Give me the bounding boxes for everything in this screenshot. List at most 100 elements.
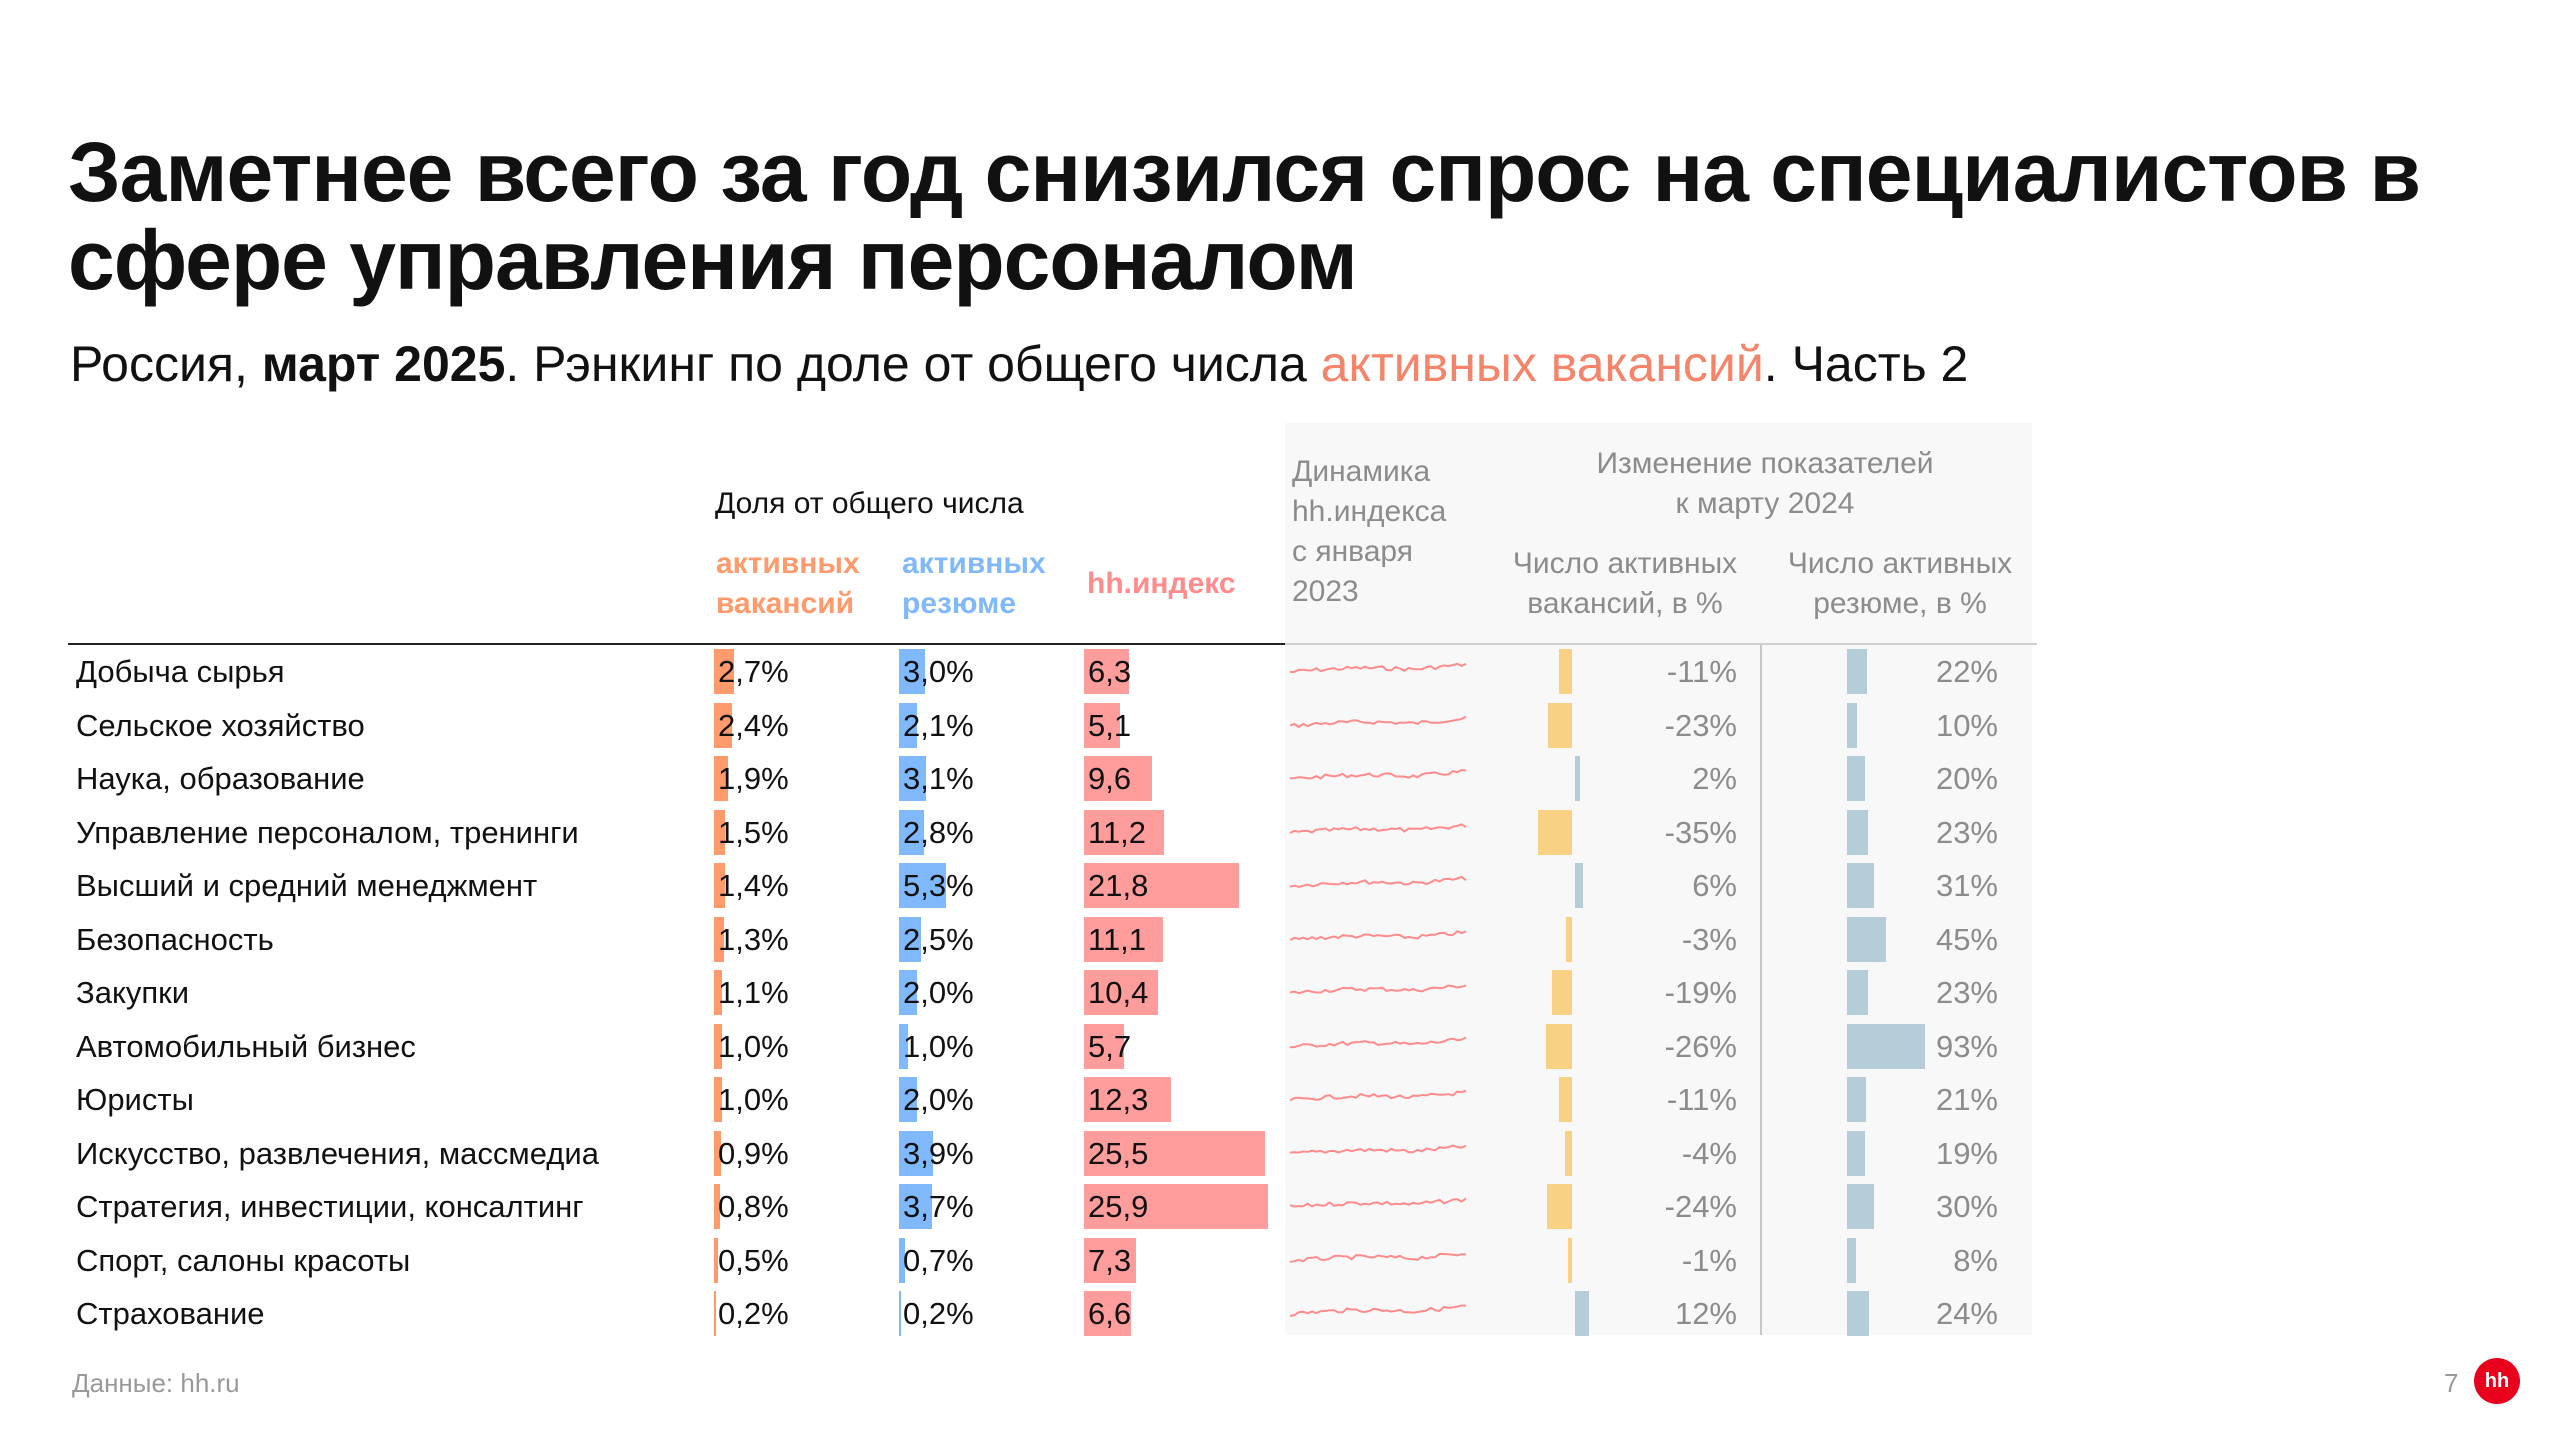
table-row: Спорт, салоны красоты 0,5% 0,7% 7,3 -1% … bbox=[0, 1234, 2040, 1288]
hh-index-value: 11,1 bbox=[1088, 921, 1147, 957]
hh-index-value: 25,5 bbox=[1088, 1135, 1149, 1171]
subtitle-date: март 2025 bbox=[261, 336, 506, 392]
page-number: 7 bbox=[2444, 1368, 2459, 1398]
resume-change-bar bbox=[1847, 809, 1868, 855]
resume-change-bar bbox=[1847, 1291, 1869, 1336]
vacancy-share-value: 1,9% bbox=[718, 761, 789, 796]
resume-share-bar bbox=[899, 756, 927, 801]
vacancy-change-value: -26% bbox=[1664, 1028, 1737, 1064]
vacancy-share-value: 2,4% bbox=[718, 707, 789, 743]
vacancy-share-bar bbox=[714, 1184, 720, 1229]
vacancy-change-value: -23% bbox=[1664, 707, 1737, 743]
vacancy-share-bar bbox=[714, 1077, 722, 1122]
table-row: Искусство, развлечения, массмедиа 0,9% 3… bbox=[0, 1127, 2040, 1181]
resume-change-value: 19% bbox=[1935, 1135, 1998, 1171]
hh-index-value: 10,4 bbox=[1088, 975, 1149, 1010]
hh-index-bar bbox=[1084, 1077, 1172, 1122]
vacancy-change-bar bbox=[1548, 702, 1572, 748]
industry-label: Наука, образование bbox=[76, 761, 365, 796]
industry-label: Сельское хозяйство bbox=[76, 707, 365, 743]
vacancy-change-value: -4% bbox=[1681, 1135, 1737, 1171]
resume-share-value: 0,2% bbox=[903, 1296, 974, 1331]
header-line: Изменение показателей bbox=[1596, 447, 1934, 480]
industry-label: Искусство, развлечения, массмедиа bbox=[76, 1135, 599, 1171]
resume-share-bar bbox=[899, 970, 917, 1015]
resume-share-bar bbox=[899, 1023, 908, 1069]
resume-change-value: 30% bbox=[1935, 1189, 1998, 1224]
industry-label: Высший и средний менеджмент bbox=[76, 868, 538, 903]
vacancy-change-bar bbox=[1551, 970, 1572, 1015]
resume-change-value: 24% bbox=[1935, 1296, 1998, 1331]
vacancy-share-value: 1,5% bbox=[718, 814, 789, 850]
resume-change-bar bbox=[1847, 1237, 1856, 1283]
vacancy-change-bar bbox=[1575, 1291, 1589, 1336]
industry-label: Добыча сырья bbox=[76, 654, 285, 689]
resume-share-bar bbox=[899, 1184, 932, 1229]
resumes-header: активных резюме bbox=[902, 544, 1046, 624]
hh-index-sparkline bbox=[1290, 1036, 1467, 1048]
vacancy-change-value: -11% bbox=[1666, 654, 1737, 689]
resume-share-bar bbox=[899, 1077, 917, 1122]
resume-change-value: 21% bbox=[1935, 1082, 1998, 1117]
vacancy-share-value: 0,9% bbox=[718, 1135, 789, 1171]
vacancy-change-bar bbox=[1547, 1184, 1572, 1229]
header-line: резюме bbox=[902, 587, 1017, 620]
vacancy-change-bar bbox=[1545, 1023, 1572, 1069]
industry-label: Безопасность bbox=[76, 921, 274, 957]
header-line: резюме, в % bbox=[1813, 587, 1987, 620]
hh-index-bar bbox=[1084, 702, 1121, 748]
vacancy-share-bar bbox=[714, 702, 732, 748]
hh-index-bar bbox=[1084, 1023, 1125, 1069]
hh-index-value: 11,2 bbox=[1088, 814, 1147, 850]
hh-index-value: 6,6 bbox=[1088, 1296, 1132, 1331]
vacancy-change-value: 12% bbox=[1674, 1296, 1737, 1331]
vacancy-change-value: -19% bbox=[1664, 975, 1737, 1010]
resume-share-value: 2,1% bbox=[903, 707, 974, 743]
hh-index-sparkline bbox=[1290, 768, 1467, 780]
resume-change-value: 93% bbox=[1935, 1028, 1998, 1064]
vacancy-change-value: 2% bbox=[1692, 761, 1737, 796]
subtitle-accent: активных вакансий bbox=[1320, 336, 1764, 392]
vacancy-share-value: 0,8% bbox=[718, 1189, 789, 1224]
vacancy-share-bar bbox=[714, 1291, 716, 1336]
subtitle-text: . Часть 2 bbox=[1763, 336, 1969, 392]
hh-logo: hh bbox=[2474, 1358, 2520, 1404]
resume-change-value: 23% bbox=[1935, 814, 1998, 850]
resume-share-bar bbox=[899, 702, 918, 748]
resume-share-bar bbox=[899, 1130, 934, 1176]
resume-change-bar bbox=[1847, 1184, 1874, 1229]
resume-share-bar bbox=[899, 649, 926, 694]
vacancy-change-value: -24% bbox=[1664, 1189, 1737, 1224]
resume-share-value: 3,0% bbox=[903, 654, 974, 689]
hh-index-sparkline bbox=[1290, 1197, 1467, 1208]
industry-label: Страхование bbox=[76, 1296, 265, 1331]
column-divider bbox=[1760, 645, 1762, 1335]
table-row: Высший и средний менеджмент 1,4% 5,3% 21… bbox=[0, 859, 2040, 913]
header-rule bbox=[68, 643, 1285, 645]
hh-index-bar bbox=[1084, 649, 1129, 694]
resume-share-value: 2,8% bbox=[903, 814, 974, 850]
vacancy-change-value: -3% bbox=[1681, 921, 1737, 957]
table-row: Автомобильный бизнес 1,0% 1,0% 5,7 -26% … bbox=[0, 1020, 2040, 1074]
vacancy-share-value: 0,5% bbox=[718, 1242, 789, 1278]
table-row: Управление персоналом, тренинги 1,5% 2,8… bbox=[0, 806, 2040, 860]
table-row: Добыча сырья 2,7% 3,0% 6,3 -11% 22% bbox=[0, 645, 2040, 699]
hh-index-bar bbox=[1084, 1130, 1266, 1176]
subtitle-text: Россия, bbox=[70, 336, 262, 392]
vacancy-share-bar bbox=[714, 970, 723, 1015]
vacancy-share-value: 2,7% bbox=[718, 654, 789, 689]
hh-index-header: hh.индекс bbox=[1087, 567, 1236, 600]
vacancy-share-value: 1,4% bbox=[718, 868, 789, 903]
header-line: к марту 2024 bbox=[1675, 487, 1855, 520]
vacancy-change-value: -35% bbox=[1664, 814, 1737, 850]
hh-index-value: 21,8 bbox=[1088, 868, 1149, 903]
vacancy-share-bar bbox=[714, 916, 724, 962]
resume-share-bar bbox=[899, 1291, 901, 1336]
header-line: вакансий, в % bbox=[1527, 587, 1723, 620]
table-row: Безопасность 1,3% 2,5% 11,1 -3% 45% bbox=[0, 913, 2040, 967]
vacancy-share-bar bbox=[714, 649, 735, 694]
hh-index-bar bbox=[1084, 863, 1239, 908]
vacancy-share-bar bbox=[714, 1023, 722, 1069]
change-group-header: Изменение показателей к марту 2024 bbox=[1500, 444, 2030, 524]
header-line: hh.индекса bbox=[1292, 495, 1447, 528]
